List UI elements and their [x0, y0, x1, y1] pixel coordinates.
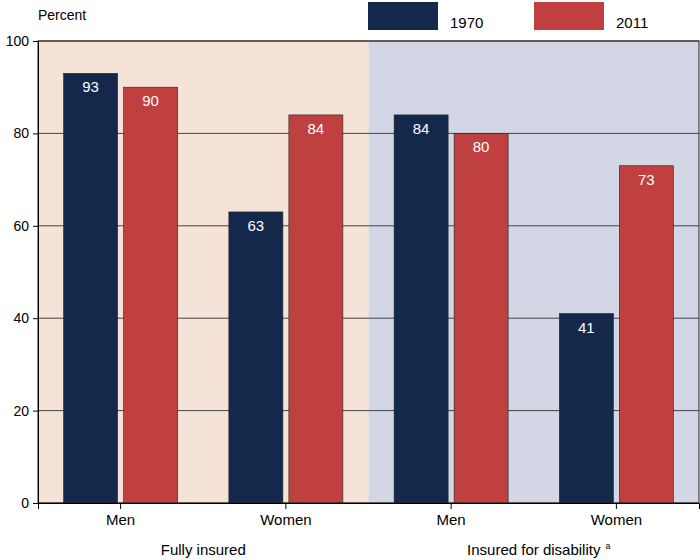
legend: 1970 2011 — [368, 2, 648, 31]
panel-background — [369, 41, 700, 503]
group-label: Fully insured — [161, 541, 246, 558]
legend-swatch — [368, 2, 438, 30]
y-tick-mark — [33, 226, 38, 227]
bar — [394, 115, 448, 503]
data-label: 41 — [578, 319, 595, 336]
y-tick-label: 20 — [13, 403, 29, 419]
y-axis-title: Percent — [38, 7, 86, 23]
bars — [64, 73, 674, 503]
y-tick-label: 80 — [13, 125, 29, 141]
legend-label: 1970 — [450, 14, 483, 31]
legend-swatch — [534, 2, 604, 30]
chart: 93 63 84 41 90 84 80 73 0 20 40 60 80 100 Men Women Men W… — [0, 0, 700, 560]
legend-label: 2011 — [616, 14, 648, 31]
data-label: 93 — [82, 78, 99, 95]
grid — [38, 41, 699, 503]
group-label: Insured for disability — [467, 541, 601, 558]
data-label: 84 — [413, 120, 430, 137]
footnote-marker: a — [605, 541, 610, 551]
data-label: 73 — [638, 171, 655, 188]
y-tick: 100 — [6, 33, 38, 49]
y-tick: 0 — [21, 495, 38, 511]
y-tick: 60 — [13, 218, 38, 234]
y-tick-label: 60 — [13, 218, 29, 234]
y-tick-mark — [33, 41, 38, 42]
plot-frame — [38, 41, 699, 503]
x-tick-mark — [120, 503, 121, 509]
x-tick-mark — [451, 503, 452, 509]
x-tick-label: Men — [437, 511, 466, 528]
y-axis-line — [33, 42, 39, 504]
bar — [454, 133, 508, 503]
panel-background — [38, 41, 369, 503]
data-labels: 93 63 84 41 90 84 80 73 — [82, 78, 654, 335]
bar — [619, 166, 673, 503]
y-tick: 20 — [13, 403, 38, 419]
y-tick-mark — [33, 133, 38, 134]
bar — [229, 212, 283, 503]
data-label: 84 — [308, 120, 325, 137]
x-tick: Women — [591, 503, 642, 528]
y-tick-mark — [33, 318, 38, 319]
x-tick: Women — [260, 503, 311, 528]
plot: 93 63 84 41 90 84 80 73 0 20 40 60 80 100 Men Women Men W… — [6, 33, 700, 528]
x-tick-label: Women — [591, 511, 642, 528]
x-tick: Men — [437, 503, 466, 528]
y-tick-mark — [33, 411, 38, 412]
x-axis-line — [39, 504, 700, 510]
y-tick-label: 100 — [6, 33, 30, 49]
x-tick-mark — [616, 503, 617, 509]
y-tick: 40 — [13, 310, 38, 326]
data-label: 80 — [473, 138, 490, 155]
y-tick-mark — [33, 503, 38, 504]
y-axis: 0 20 40 60 80 100 — [6, 33, 39, 511]
y-tick-label: 40 — [13, 310, 29, 326]
x-tick-label: Women — [260, 511, 311, 528]
x-axis: Men Women Men Women — [39, 503, 700, 528]
x-tick: Men — [106, 503, 135, 528]
bar — [124, 87, 178, 503]
y-tick-label: 0 — [21, 495, 29, 511]
bar — [559, 314, 613, 503]
x-tick-mark — [285, 503, 286, 509]
data-label: 63 — [248, 217, 265, 234]
x-tick-label: Men — [106, 511, 135, 528]
bar — [289, 115, 343, 503]
data-label: 90 — [142, 92, 159, 109]
bar — [64, 73, 118, 503]
y-tick: 80 — [13, 125, 38, 141]
